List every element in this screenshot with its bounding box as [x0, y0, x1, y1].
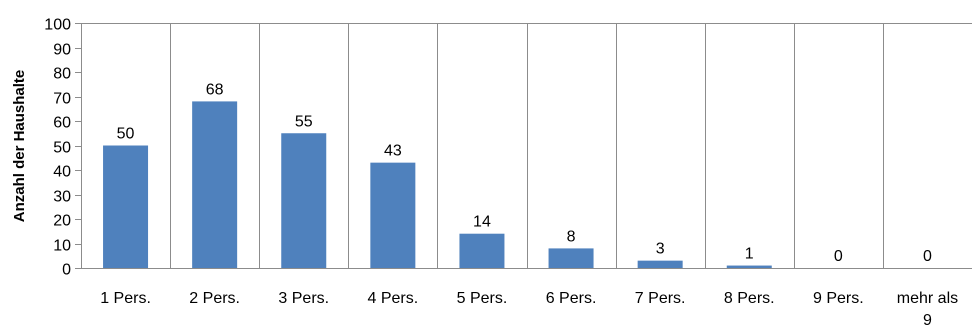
x-tick-label: 3 Pers.: [278, 290, 329, 307]
data-label: 43: [384, 143, 402, 160]
bar: [726, 265, 772, 268]
bar: [281, 133, 327, 268]
x-tick-label: 6 Pers.: [546, 290, 597, 307]
data-label: 0: [834, 248, 843, 265]
bar: [192, 101, 238, 269]
y-tick-label: 0: [62, 262, 71, 279]
x-tick-label: 9 Pers.: [813, 290, 864, 307]
data-label: 14: [473, 214, 491, 231]
bar: [370, 162, 416, 268]
y-tick-label: 50: [53, 140, 71, 157]
data-label: 1: [745, 246, 754, 263]
y-tick-label: 30: [53, 189, 71, 206]
x-tick-label: 2 Pers.: [189, 290, 240, 307]
y-tick-label: 70: [53, 91, 71, 108]
bar: [459, 233, 505, 268]
y-axis-label: Anzahl der Haushalte: [11, 70, 28, 223]
y-tick-label: 80: [53, 66, 71, 83]
x-tick-label: 4 Pers.: [368, 290, 419, 307]
x-tick-label: 7 Pers.: [635, 290, 686, 307]
data-label: 50: [117, 126, 135, 143]
y-tick-label: 90: [53, 42, 71, 59]
bars: [103, 101, 772, 269]
bar: [637, 260, 683, 268]
bar: [103, 145, 149, 268]
data-labels: 50 68 55 43 14 8 3 1 0 0: [117, 81, 932, 265]
x-tick-label: 5 Pers.: [457, 290, 508, 307]
grid-lines: [75, 23, 972, 269]
data-label: 3: [656, 241, 665, 258]
data-label: 68: [206, 81, 224, 98]
y-tick-label: 40: [53, 164, 71, 181]
x-tick-label: mehr als 9: [897, 290, 958, 329]
data-label: 55: [295, 113, 313, 130]
y-axis-ticks: 0 10 20 30 40 50 60 70 80 90 100: [44, 17, 81, 279]
data-label: 8: [567, 228, 576, 245]
x-tick-label: 1 Pers.: [100, 290, 151, 307]
bar: [548, 248, 594, 268]
y-tick-label: 10: [53, 238, 71, 255]
x-axis-ticks: 1 Pers. 2 Pers. 3 Pers. 4 Pers. 5 Pers. 6 Per…: [100, 290, 958, 329]
y-tick-label: 100: [44, 17, 71, 34]
x-tick-label: 8 Pers.: [724, 290, 775, 307]
y-tick-label: 60: [53, 115, 71, 132]
data-label: 0: [923, 248, 932, 265]
y-tick-label: 20: [53, 213, 71, 230]
